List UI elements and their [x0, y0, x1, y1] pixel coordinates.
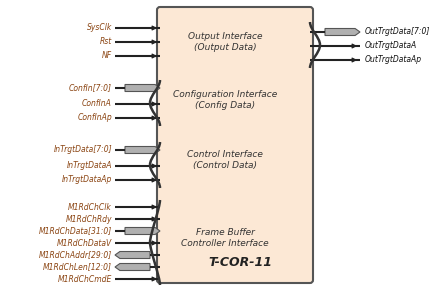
Text: M1RdChData[31:0]: M1RdChData[31:0] [39, 227, 112, 236]
Polygon shape [125, 147, 160, 154]
Polygon shape [325, 29, 360, 36]
Text: M1RdChAddr[29:0]: M1RdChAddr[29:0] [39, 251, 112, 260]
Polygon shape [115, 251, 150, 258]
Text: SysClk: SysClk [87, 23, 112, 32]
Polygon shape [125, 84, 160, 91]
Text: M1RdChClk: M1RdChClk [68, 202, 112, 211]
Text: Frame Buffer
Controller Interface: Frame Buffer Controller Interface [181, 228, 269, 248]
Text: Output Interface
(Output Data): Output Interface (Output Data) [188, 32, 262, 52]
Text: ConfInA: ConfInA [82, 100, 112, 109]
Text: ConfInAp: ConfInAp [77, 114, 112, 123]
Text: OutTrgtData[7:0]: OutTrgtData[7:0] [365, 27, 430, 36]
Text: Control Interface
(Control Data): Control Interface (Control Data) [187, 150, 263, 170]
Polygon shape [125, 227, 160, 234]
Text: T-COR-11: T-COR-11 [208, 256, 272, 269]
Text: M1RdChRdy: M1RdChRdy [65, 215, 112, 223]
Text: Configuration Interface
(Config Data): Configuration Interface (Config Data) [173, 90, 277, 110]
Text: ConfIn[7:0]: ConfIn[7:0] [69, 84, 112, 93]
Text: M1RdChDataV: M1RdChDataV [57, 239, 112, 248]
Text: M1RdChCmdE: M1RdChCmdE [58, 274, 112, 284]
FancyBboxPatch shape [157, 7, 313, 283]
Polygon shape [115, 263, 150, 270]
Text: OutTrgtDataAp: OutTrgtDataAp [365, 55, 422, 65]
Text: InTrgtData[7:0]: InTrgtData[7:0] [53, 145, 112, 154]
Text: InTrgtDataA: InTrgtDataA [67, 161, 112, 171]
Text: NF: NF [102, 51, 112, 60]
Text: OutTrgtDataA: OutTrgtDataA [365, 41, 417, 51]
Text: M1RdChLen[12:0]: M1RdChLen[12:0] [43, 263, 112, 272]
Text: Rst: Rst [100, 37, 112, 46]
Text: InTrgtDataAp: InTrgtDataAp [61, 175, 112, 185]
